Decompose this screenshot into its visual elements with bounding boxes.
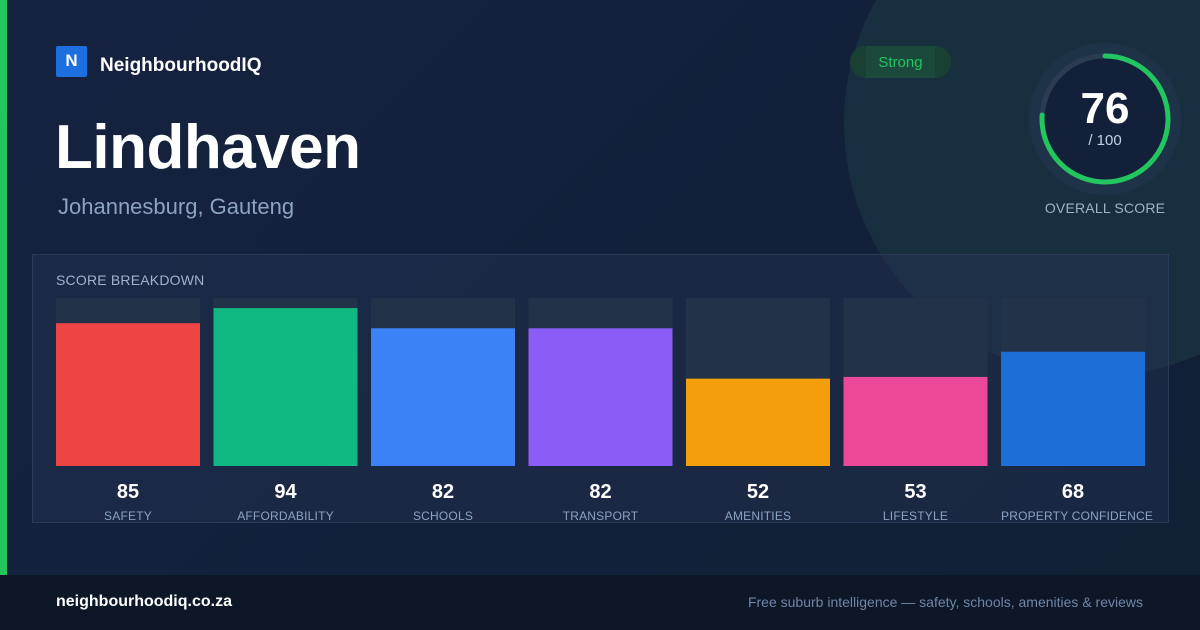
overall-score-max: / 100 bbox=[1088, 132, 1122, 149]
bar-label-safety: SAFETY bbox=[104, 509, 152, 523]
overall-score-gauge bbox=[1029, 43, 1181, 195]
share-card: N NeighbourhoodIQ Lindhaven Johannesburg… bbox=[0, 0, 1200, 575]
suburb-location: Johannesburg, Gauteng bbox=[58, 194, 295, 219]
bar-lifestyle bbox=[843, 376, 988, 466]
bar-value-affordability: 94 bbox=[274, 481, 297, 503]
suburb-title: Lindhaven bbox=[55, 113, 361, 182]
bar-value-lifestyle: 53 bbox=[904, 481, 927, 503]
bar-label-property-confidence: PROPERTY CONFIDENCE bbox=[1001, 509, 1154, 523]
footer-tagline: Free suburb intelligence — safety, schoo… bbox=[747, 594, 1143, 610]
bar-safety bbox=[56, 323, 200, 466]
overall-score-value: 76 bbox=[1080, 84, 1130, 133]
bar-label-affordability: AFFORDABILITY bbox=[237, 509, 334, 523]
bar-transport bbox=[528, 328, 673, 466]
gauge-progress-ring bbox=[1039, 53, 1171, 185]
bar-label-amenities: AMENITIES bbox=[724, 509, 792, 523]
footer-url[interactable]: neighbourhoodiq.co.za bbox=[56, 593, 232, 610]
brand-name: NeighbourhoodIQ bbox=[100, 55, 262, 76]
rating-badge: Strong bbox=[850, 46, 951, 78]
bar-affordability bbox=[213, 308, 358, 466]
bar-value-property-confidence: 68 bbox=[1061, 481, 1085, 503]
bar-value-safety: 85 bbox=[116, 481, 140, 503]
bar-label-transport: TRANSPORT bbox=[562, 509, 639, 523]
accent-bar bbox=[0, 0, 7, 575]
rating-badge-label: Strong bbox=[878, 53, 923, 71]
bar-value-transport: 82 bbox=[589, 481, 612, 503]
bar-schools bbox=[371, 328, 515, 466]
overall-score-label: OVERALL SCORE bbox=[1044, 200, 1166, 216]
bar-amenities bbox=[686, 378, 830, 466]
bar-property-confidence bbox=[1001, 351, 1145, 466]
brand[interactable]: N NeighbourhoodIQ bbox=[56, 45, 262, 78]
bar-value-schools: 82 bbox=[431, 481, 455, 503]
footer: neighbourhoodiq.co.za Free suburb intell… bbox=[0, 575, 1200, 630]
brand-logo-icon: N bbox=[56, 45, 87, 77]
bar-value-amenities: 52 bbox=[746, 481, 770, 503]
bar-label-schools: SCHOOLS bbox=[412, 509, 474, 523]
score-breakdown-chart bbox=[56, 298, 1145, 466]
score-breakdown-title: SCORE BREAKDOWN bbox=[56, 272, 205, 288]
bar-label-lifestyle: LIFESTYLE bbox=[882, 509, 949, 523]
